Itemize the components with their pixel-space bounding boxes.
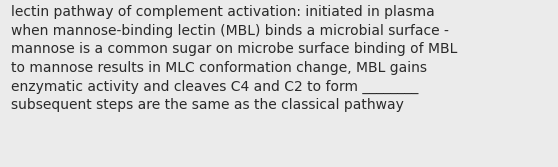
Text: lectin pathway of complement activation: initiated in plasma
when mannose-bindin: lectin pathway of complement activation:… — [11, 5, 458, 112]
